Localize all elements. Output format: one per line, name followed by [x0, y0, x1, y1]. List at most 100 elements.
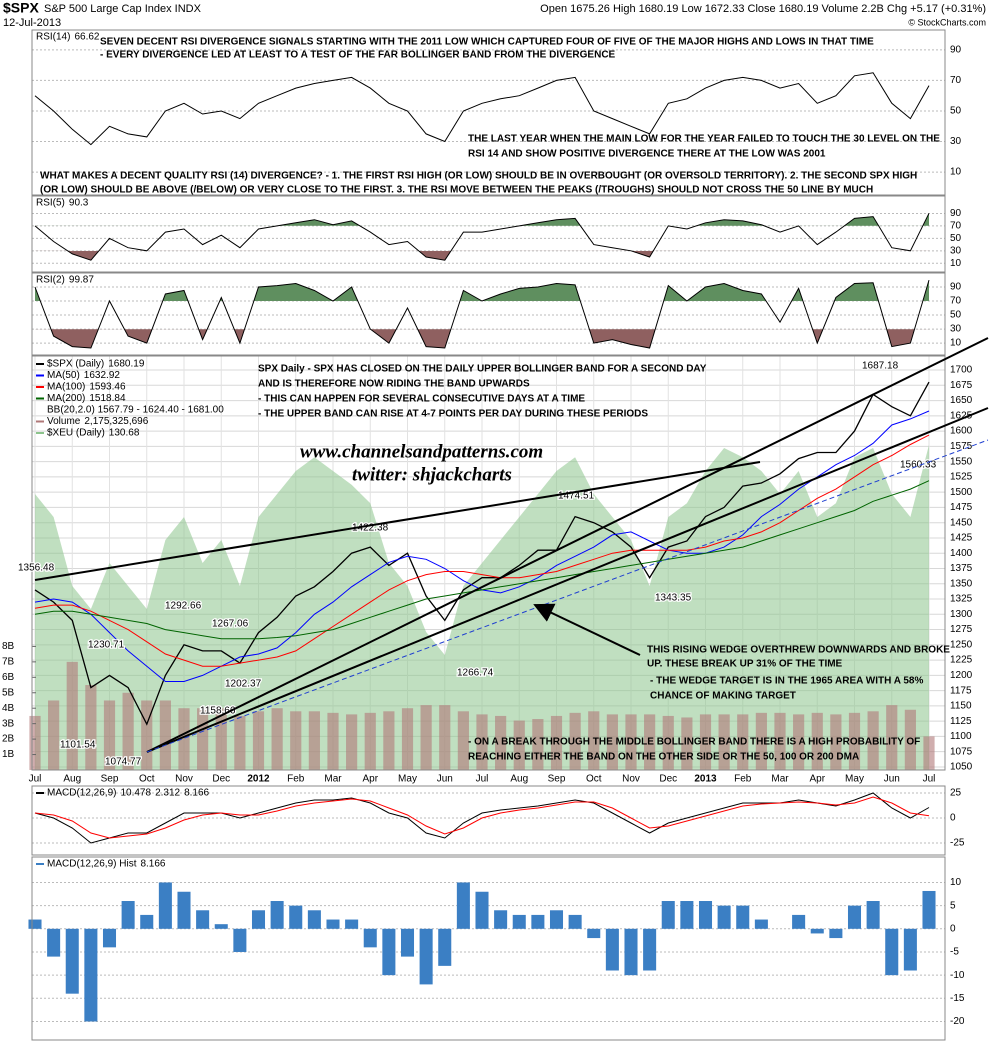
- legend-text: 1632.92: [84, 370, 121, 381]
- oversold-fill: [50, 329, 915, 348]
- y-tick-label: 10: [950, 338, 962, 349]
- series-line: [34, 72, 930, 146]
- y-tick-label: 50: [950, 310, 962, 321]
- panel-border: [31, 785, 946, 856]
- y-tick-label: 1350: [950, 578, 973, 589]
- x-tick-label: Aug: [510, 774, 528, 785]
- volume-bar: [793, 714, 805, 770]
- volume-bar: [66, 661, 78, 770]
- legend-text: 10.478: [120, 788, 151, 799]
- y-tick-label: 0: [950, 813, 956, 824]
- volume-bar: [886, 705, 898, 770]
- hist-bar: [866, 901, 880, 929]
- volume-bar: [830, 714, 842, 770]
- volume-bar: [923, 736, 935, 770]
- volume-tick-label: 7B: [2, 657, 15, 668]
- price-label: 1230.71: [88, 640, 125, 651]
- series-line: [34, 796, 930, 839]
- volume-bar: [644, 714, 656, 770]
- volume-tick-label: 4B: [2, 703, 15, 714]
- panel-frame: [31, 195, 946, 273]
- hist-bar: [717, 905, 731, 929]
- x-tick-label: 2013: [694, 774, 717, 785]
- volume-tick-label: 6B: [2, 672, 15, 683]
- volume-bar: [550, 715, 563, 770]
- hist-bar: [475, 891, 489, 929]
- hist-bar: [922, 890, 936, 929]
- hist-bar: [829, 928, 843, 939]
- x-tick-label: Mar: [771, 774, 789, 785]
- price-label: 1267.06: [212, 619, 249, 630]
- x-tick-label: 2012: [247, 774, 270, 785]
- x-tick-label: Jul: [29, 774, 42, 785]
- price-label: 1266.74: [457, 668, 494, 679]
- symbol: $SPX: [3, 0, 39, 16]
- hist-bar: [65, 928, 79, 994]
- hist-bar: [307, 910, 321, 929]
- y-tick-label: 1225: [950, 655, 973, 666]
- volume-bar: [383, 711, 395, 770]
- legend-text: 1593.46: [89, 382, 126, 393]
- volume-bar: [718, 714, 730, 770]
- legend-text: 130.68: [109, 428, 140, 439]
- y-tick-label: 1100: [950, 731, 972, 742]
- x-tick-label: Sep: [101, 774, 119, 785]
- hist-bar: [456, 882, 470, 929]
- hist-bar: [140, 914, 154, 929]
- note: - THE WEDGE TARGET IS IN THE 1965 AREA W…: [650, 676, 923, 687]
- note: - EVERY DIVERGENCE LED AT LEAST TO A TES…: [100, 50, 616, 61]
- price-label: 1292.66: [165, 601, 202, 612]
- volume-bar: [215, 708, 227, 770]
- hist-bar: [196, 910, 210, 929]
- volume-bar: [327, 712, 339, 770]
- legend-text: MA(50): [47, 370, 80, 381]
- hist-bar: [214, 924, 228, 929]
- trend-line: [146, 407, 989, 753]
- note: CHANCE OF MAKING TARGET: [650, 691, 796, 702]
- y-tick-label: 1300: [950, 609, 973, 620]
- legend-text: BB(20,2.0) 1567.79 - 1624.40 - 1681.00: [47, 405, 224, 416]
- note: AND IS THEREFORE NOW RIDING THE BAND UPW…: [258, 379, 530, 390]
- trend-line: [34, 461, 761, 581]
- hist-bar: [177, 891, 191, 929]
- volume-bar: [364, 712, 376, 770]
- note: THIS RISING WEDGE OVERTHREW DOWNWARDS AN…: [647, 645, 950, 656]
- series-line: [34, 213, 930, 261]
- credit: © StockCharts.com: [908, 17, 986, 27]
- series-line: [34, 279, 930, 349]
- x-tick-label: Jun: [884, 774, 900, 785]
- y-tick-label: 1600: [950, 426, 973, 437]
- watermark: twitter: shjackcharts: [352, 464, 512, 485]
- legend-text: $SPX (Daily): [47, 359, 104, 370]
- hist-bar: [382, 928, 396, 976]
- legend-text: MACD(12,26,9): [47, 788, 116, 799]
- y-tick-label: 1250: [950, 639, 973, 650]
- legend-text: $XEU (Daily): [47, 428, 105, 439]
- note: WHAT MAKES A DECENT QUALITY RSI (14) DIV…: [40, 171, 917, 182]
- index-name: S&P 500 Large Cap Index INDX: [44, 3, 202, 15]
- y-tick-label: 1200: [950, 670, 973, 681]
- y-tick-label: 1625: [950, 410, 973, 421]
- note: SPX Daily - SPX HAS CLOSED ON THE DAILY …: [258, 364, 707, 375]
- x-tick-label: Oct: [586, 774, 602, 785]
- y-tick-label: 1075: [950, 746, 973, 757]
- y-tick-label: 1050: [950, 762, 973, 773]
- y-tick-label: 1450: [950, 517, 973, 528]
- pointer-arrow: [533, 603, 641, 656]
- hist-bar: [363, 928, 377, 948]
- hist-bar: [121, 901, 135, 929]
- y-tick-label: 1425: [950, 533, 973, 544]
- y-tick-label: 1175: [950, 685, 972, 696]
- volume-bar: [420, 705, 432, 770]
- hist-bar: [419, 928, 433, 985]
- legend-text: 90.3: [69, 198, 89, 209]
- hist-bar: [792, 914, 806, 929]
- note: RSI 14 AND SHOW POSITIVE DIVERGENCE THER…: [468, 149, 826, 160]
- x-tick-label: Apr: [809, 774, 825, 785]
- y-tick-label: 5: [950, 900, 956, 911]
- series-line: [34, 381, 930, 726]
- legend-text: 2.312: [155, 788, 180, 799]
- hist-bar: [158, 882, 172, 929]
- hist-bar: [549, 910, 564, 929]
- hist-bar: [680, 901, 694, 929]
